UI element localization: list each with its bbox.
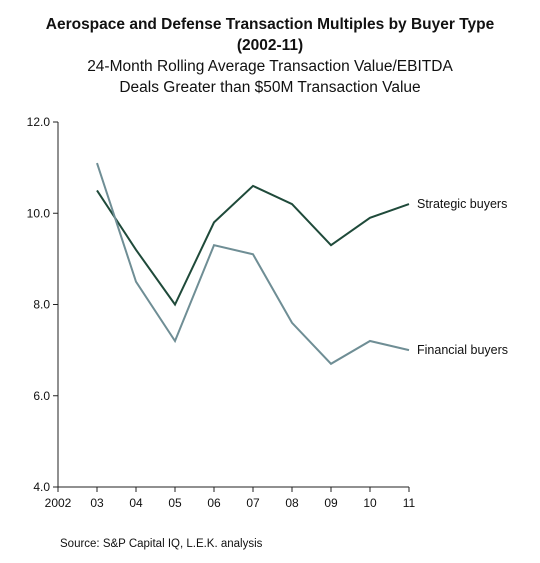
x-tick-label: 04 xyxy=(129,496,143,510)
x-tick-label: 07 xyxy=(246,496,260,510)
x-tick-label: 2002 xyxy=(45,496,72,510)
x-tick-label: 03 xyxy=(90,496,104,510)
series-line-financial xyxy=(96,162,410,366)
y-tick-label: 12.0 xyxy=(27,115,51,129)
chart-labels: Strategic buyers Financial buyers xyxy=(417,197,508,357)
series-label-financial: Financial buyers xyxy=(417,343,508,357)
chart-subtitle-2: Deals Greater than $50M Transaction Valu… xyxy=(119,79,421,96)
chart-series xyxy=(96,162,410,366)
chart-title-period: (2002-11) xyxy=(236,37,304,54)
chart-title: Aerospace and Defense Transaction Multip… xyxy=(45,16,495,33)
chart-titles: Aerospace and Defense Transaction Multip… xyxy=(0,14,540,98)
chart-axes: 4.0 6.0 8.0 10.0 12.0 2002 03 04 05 06 07 08 09 10 11 xyxy=(27,115,416,510)
x-tick-label: 09 xyxy=(324,496,338,510)
x-tick-label: 05 xyxy=(168,496,182,510)
source-note: Source: S&P Capital IQ, L.E.K. analysis xyxy=(60,538,263,550)
y-tick-label: 6.0 xyxy=(33,389,50,403)
y-tick-label: 4.0 xyxy=(33,480,50,494)
x-tick-label: 11 xyxy=(403,496,416,510)
x-tick-label: 06 xyxy=(207,496,221,510)
series-line-strategic xyxy=(96,184,410,307)
x-tick-label: 10 xyxy=(363,496,377,510)
series-label-strategic: Strategic buyers xyxy=(417,197,507,211)
y-tick-label: 10.0 xyxy=(27,206,51,220)
chart-subtitle: 24-Month Rolling Average Transaction Val… xyxy=(87,58,453,75)
x-tick-label: 08 xyxy=(285,496,299,510)
y-tick-label: 8.0 xyxy=(33,298,50,312)
